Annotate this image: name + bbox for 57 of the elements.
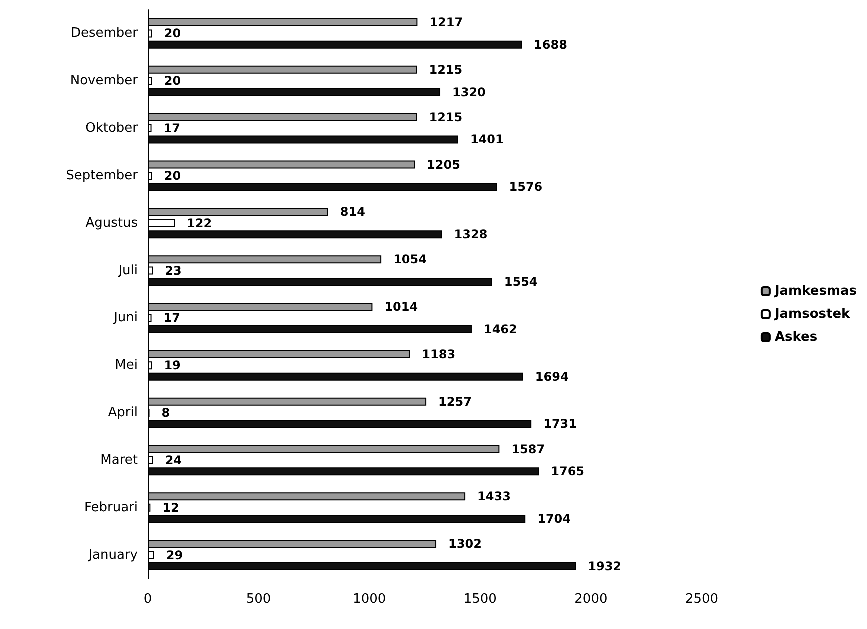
data-label: 1433 <box>478 490 511 504</box>
data-label: 1688 <box>534 38 568 52</box>
y-tick-label: Februari <box>84 500 138 516</box>
data-label: 1328 <box>454 228 488 242</box>
data-label: 24 <box>165 453 182 468</box>
data-label: 29 <box>166 548 184 562</box>
data-label: 1215 <box>429 110 463 124</box>
x-tick-label: 0 <box>144 592 152 607</box>
data-label: 1205 <box>427 158 460 172</box>
data-label: 1704 <box>538 512 572 526</box>
data-label: 1731 <box>544 417 577 432</box>
y-tick-label: Mei <box>115 358 138 374</box>
x-tick-label: 2500 <box>685 592 719 607</box>
data-label: 1554 <box>504 274 538 289</box>
x-tick-label: 2000 <box>574 592 608 607</box>
legend-label: Jamsostek <box>774 307 851 322</box>
data-label: 1587 <box>512 442 546 456</box>
legend-label: Askes <box>774 330 818 345</box>
y-tick-label: January <box>88 548 138 563</box>
data-label: 1217 <box>430 16 464 30</box>
data-label: 1054 <box>394 252 427 267</box>
y-tick-label: Maret <box>100 452 138 468</box>
data-label: 1932 <box>588 559 622 574</box>
data-label: 17 <box>164 122 180 136</box>
x-tick-label: 1000 <box>353 592 386 607</box>
legend-label: Jamkesmas <box>774 284 858 299</box>
data-label: 1694 <box>535 370 569 384</box>
data-label: 1462 <box>484 322 518 336</box>
data-label: 1257 <box>438 394 472 409</box>
y-tick-label: Desember <box>70 26 139 42</box>
x-tick-label: 1500 <box>464 592 497 607</box>
data-label: 122 <box>187 216 212 230</box>
y-tick-label: November <box>70 74 139 89</box>
y-tick-label: April <box>108 406 138 421</box>
data-label: 814 <box>340 205 366 220</box>
y-tick-label: Oktober <box>86 121 139 136</box>
data-label: 1183 <box>422 347 456 362</box>
data-label: 1401 <box>470 132 504 147</box>
data-label: 20 <box>164 74 182 88</box>
data-label: 12 <box>162 500 180 515</box>
data-label: 1302 <box>448 537 482 552</box>
data-label: 20 <box>164 168 182 183</box>
data-label: 20 <box>164 26 182 41</box>
y-tick-label: September <box>66 168 139 184</box>
x-tick-label: 500 <box>246 592 272 607</box>
y-tick-label: Juli <box>118 263 138 278</box>
data-label: 8 <box>162 406 170 420</box>
data-label: 1320 <box>452 85 486 100</box>
data-label: 19 <box>164 358 181 373</box>
y-tick-label: Juni <box>113 310 138 326</box>
data-label: 1576 <box>509 180 543 194</box>
y-tick-label: Agustus <box>86 216 138 231</box>
data-label: 1765 <box>551 464 585 479</box>
data-label: 23 <box>165 264 182 278</box>
data-label: 17 <box>164 311 180 326</box>
data-label: 1014 <box>384 300 418 314</box>
data-label: 1215 <box>429 62 463 77</box>
